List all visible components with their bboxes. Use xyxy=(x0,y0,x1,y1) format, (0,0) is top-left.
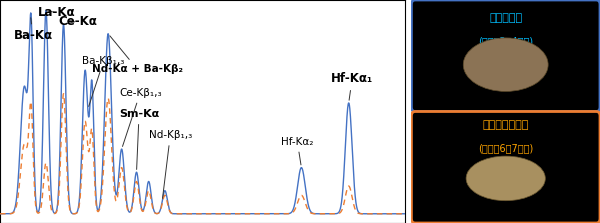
Text: 突起装飾磗: 突起装飾磗 xyxy=(489,13,522,23)
Ellipse shape xyxy=(463,38,548,91)
Text: Ba-Kα: Ba-Kα xyxy=(14,18,53,42)
Text: La-Kα: La-Kα xyxy=(38,6,76,19)
Text: Hf-Kα₁: Hf-Kα₁ xyxy=(331,72,373,100)
Text: Nd-Kα + Ba-Kβ₂: Nd-Kα + Ba-Kβ₂ xyxy=(92,36,183,74)
Text: Ce-Kα: Ce-Kα xyxy=(58,15,97,28)
Text: Ba-Kβ₁,₃: Ba-Kβ₁,₃ xyxy=(82,56,125,106)
Text: (推定：6～7世紀): (推定：6～7世紀) xyxy=(478,143,533,153)
Text: Nd-Kβ₁,₃: Nd-Kβ₁,₃ xyxy=(149,130,192,198)
Text: Hf-Kα₂: Hf-Kα₂ xyxy=(281,136,314,165)
Text: Sm-Kα: Sm-Kα xyxy=(119,109,159,169)
FancyBboxPatch shape xyxy=(412,112,600,223)
Text: Ce-Kβ₁,₃: Ce-Kβ₁,₃ xyxy=(119,88,161,147)
Text: 円形装飾切子磗: 円形装飾切子磗 xyxy=(482,120,529,130)
Ellipse shape xyxy=(466,156,545,201)
FancyBboxPatch shape xyxy=(412,0,600,112)
Text: (推定：3～4世紀): (推定：3～4世紀) xyxy=(478,36,533,46)
